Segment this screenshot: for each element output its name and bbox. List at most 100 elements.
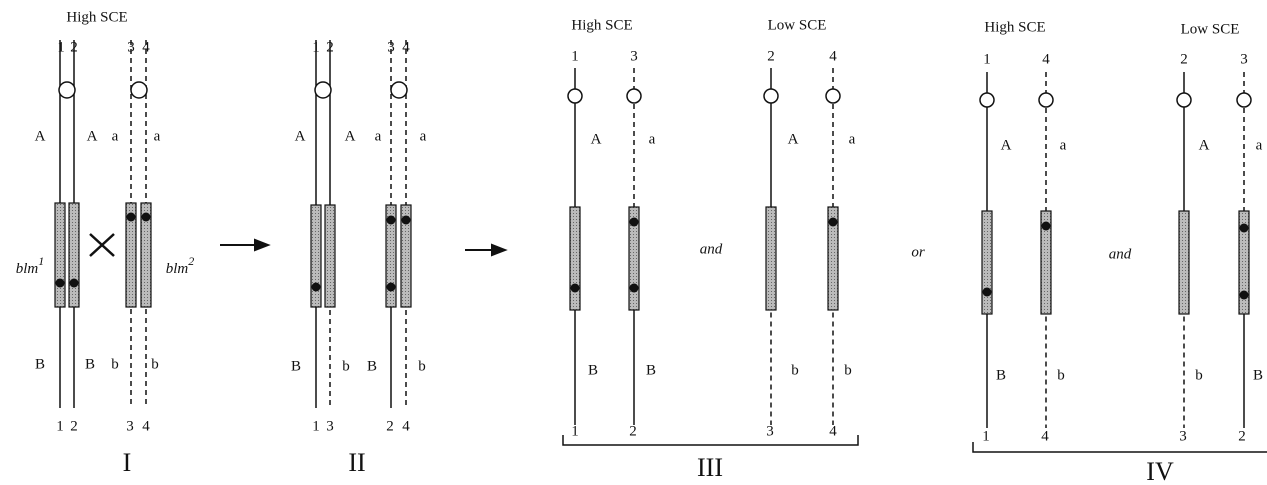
strand-label: 1 [571, 423, 579, 439]
strand-label: 1 [56, 418, 64, 434]
allele-label: a [1060, 137, 1067, 153]
centromere [567, 88, 583, 104]
strand-label: 2 [70, 39, 78, 55]
centromere [979, 92, 995, 108]
marker-dot [982, 287, 992, 297]
strand-label: 2 [386, 418, 394, 434]
allele-label: B [1253, 367, 1263, 383]
allele-label: a [375, 128, 382, 144]
strand-label: 3 [1240, 51, 1248, 67]
marker-dot [386, 215, 396, 225]
allele-label: A [345, 128, 356, 144]
strand-label: 3 [630, 48, 638, 64]
marker-dot [126, 212, 136, 222]
chromosome-segment [628, 206, 640, 311]
chromosome-segment [827, 206, 839, 311]
centromere [314, 81, 332, 99]
allele-label: b [844, 362, 852, 378]
panel-numeral: I [123, 448, 132, 477]
gene-allele: 1 [38, 254, 44, 268]
chromosome-segment [569, 206, 581, 311]
marker-dot [629, 217, 639, 227]
allele-label: a [849, 131, 856, 147]
strand-label: 2 [767, 48, 775, 64]
allele-label: b [1195, 367, 1203, 383]
allele-label: A [87, 128, 98, 144]
conjunction: and [700, 241, 723, 257]
allele-label: b [151, 356, 159, 372]
centromere [626, 88, 642, 104]
strand-label: 4 [142, 418, 150, 434]
chromosome-segment [140, 202, 152, 308]
marker-dot [570, 283, 580, 293]
panel-numeral: IV [1146, 457, 1174, 485]
allele-label: A [788, 131, 799, 147]
panel-header: Low SCE [768, 17, 827, 33]
strand-label: 3 [387, 39, 395, 55]
allele-label: a [649, 131, 656, 147]
cross-mark [89, 233, 115, 257]
allele-label: B [35, 356, 45, 372]
centromere [763, 88, 779, 104]
marker-dot [141, 212, 151, 222]
strand-label: 1 [982, 428, 990, 444]
strand-label: 4 [829, 423, 837, 439]
allele-label: A [1199, 137, 1210, 153]
gene-name: blm [166, 261, 189, 277]
strand-label: 3 [127, 39, 135, 55]
strand-label: 1 [312, 39, 320, 55]
strand-label: 2 [70, 418, 78, 434]
chromosome-segment [310, 204, 322, 308]
centromere [825, 88, 841, 104]
marker-dot [1041, 221, 1051, 231]
allele-label: b [111, 356, 119, 372]
gene-name: blm [16, 261, 39, 277]
strand-label: 2 [629, 423, 637, 439]
strand-label: 3 [326, 418, 334, 434]
marker-dot [828, 217, 838, 227]
strand-label: 2 [326, 39, 334, 55]
allele-label: b [1057, 367, 1065, 383]
strand-label: 1 [312, 418, 320, 434]
allele-label: a [420, 128, 427, 144]
allele-label: A [35, 128, 46, 144]
marker-dot [69, 278, 79, 288]
allele-label: A [591, 131, 602, 147]
strand-label: 1 [57, 39, 65, 55]
strand-label: 3 [766, 423, 774, 439]
centromere [1038, 92, 1054, 108]
conjunction: and [1109, 246, 1132, 262]
allele-label: a [1256, 137, 1263, 153]
allele-label: B [85, 356, 95, 372]
allele-label: a [112, 128, 119, 144]
allele-label: B [996, 367, 1006, 383]
marker-dot [311, 282, 321, 292]
panel-header: High SCE [571, 17, 632, 33]
panel-header: High SCE [66, 9, 127, 25]
chromosome-segment [400, 204, 412, 308]
strand-label: 1 [571, 48, 579, 64]
chromosome-segment [1238, 210, 1250, 315]
chromosome-segment [54, 202, 66, 308]
allele-label: B [588, 362, 598, 378]
allele-label: b [418, 358, 426, 374]
gene-label: blm2 [166, 254, 195, 278]
strand-label: 2 [1238, 428, 1246, 444]
chromosome-segment [765, 206, 777, 311]
strand-label: 4 [402, 39, 410, 55]
chromosome-segment [1178, 210, 1190, 315]
chromosome-segment [981, 210, 993, 315]
chromosome-segment [68, 202, 80, 308]
chromosome-segment [324, 204, 336, 308]
marker-dot [1239, 290, 1249, 300]
chromosome-segment [1040, 210, 1052, 315]
marker-dot [1239, 223, 1249, 233]
strand-label: 4 [142, 39, 150, 55]
allele-label: b [342, 358, 350, 374]
gene-label: blm1 [16, 254, 45, 278]
centromere [58, 81, 76, 99]
